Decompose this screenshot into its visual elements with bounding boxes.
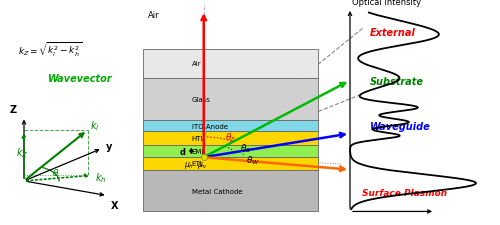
Text: $\mathbf{d}$: $\mathbf{d}$ — [179, 146, 186, 157]
Bar — [142, 170, 318, 212]
Text: Metal Cathode: Metal Cathode — [192, 188, 242, 194]
Text: $k_Z = \sqrt{k_l^2 - k_h^2}$: $k_Z = \sqrt{k_l^2 - k_h^2}$ — [18, 40, 82, 58]
Text: $\theta_W$: $\theta_W$ — [246, 153, 260, 166]
Bar — [142, 120, 318, 132]
Text: $\mathbf{y}$: $\mathbf{y}$ — [105, 141, 113, 153]
Text: Waveguide: Waveguide — [370, 121, 431, 131]
Text: $k_Z$: $k_Z$ — [16, 146, 29, 160]
Text: $\mu_h$  $\mu_v$: $\mu_h$ $\mu_v$ — [184, 159, 208, 170]
Bar — [142, 145, 318, 158]
Text: Optical Intensity: Optical Intensity — [352, 0, 422, 7]
Text: $\mathbf{Z}$: $\mathbf{Z}$ — [10, 103, 18, 115]
Text: $k_l$: $k_l$ — [90, 119, 100, 133]
Bar — [142, 158, 318, 170]
Text: Air: Air — [192, 61, 201, 67]
Text: $\theta_S$: $\theta_S$ — [240, 142, 251, 154]
Text: Glass: Glass — [192, 97, 210, 103]
Text: EML: EML — [192, 148, 206, 154]
Text: Surface Plasmon: Surface Plasmon — [362, 188, 448, 197]
Bar — [142, 79, 318, 120]
Text: Air: Air — [148, 11, 159, 20]
Text: $k_h$: $k_h$ — [95, 171, 106, 184]
Text: HTL: HTL — [192, 135, 205, 141]
Bar — [142, 50, 318, 79]
Text: $\theta_E$: $\theta_E$ — [224, 130, 236, 143]
Text: $\mathbf{X}$: $\mathbf{X}$ — [110, 198, 120, 210]
Bar — [142, 132, 318, 145]
Text: Wavevector: Wavevector — [48, 74, 112, 84]
Text: $\theta$: $\theta$ — [52, 166, 59, 178]
Text: ETL: ETL — [192, 161, 204, 167]
Text: External: External — [370, 28, 416, 38]
Text: Substrate: Substrate — [370, 77, 424, 87]
Text: ITO Anode: ITO Anode — [192, 123, 228, 129]
